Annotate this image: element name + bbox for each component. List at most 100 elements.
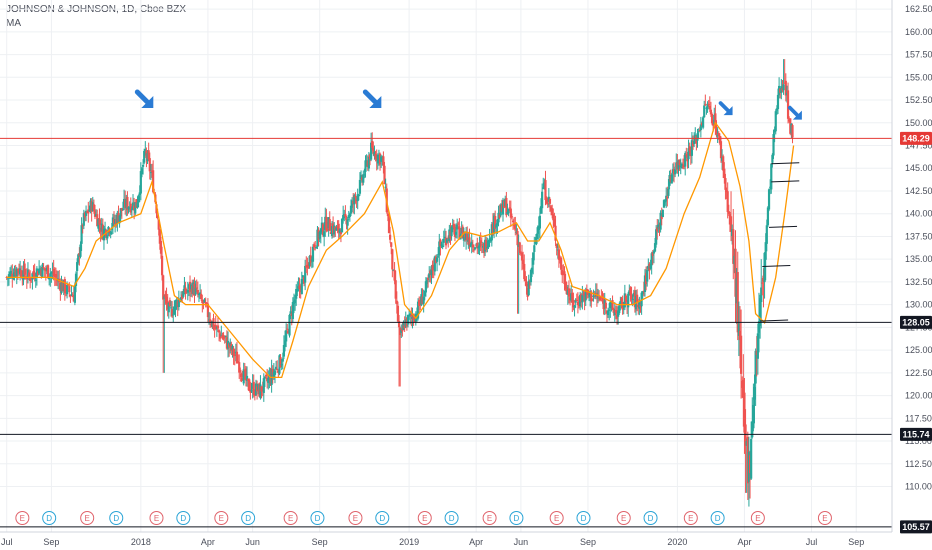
time-axis[interactable]: Jul Sep 2018 Apr Jun Sep 2019 Apr Jun Sep 2020 Apr J…: [0, 531, 892, 547]
candle-body: [785, 92, 789, 95]
candle-body: [220, 335, 223, 337]
candle-body: [109, 231, 112, 235]
down-arrow-icon: [134, 89, 154, 109]
earnings-event-marker[interactable]: E: [348, 511, 363, 525]
dividend-event-marker[interactable]: D: [42, 511, 57, 525]
earnings-event-marker[interactable]: E: [283, 511, 298, 525]
candle-body: [392, 269, 395, 271]
event-circle: [149, 511, 164, 525]
candle-body: [391, 249, 394, 270]
candle-body: [162, 275, 165, 300]
candle-body: [764, 242, 767, 260]
horizontal-levels[interactable]: [0, 137, 892, 528]
event-circle: [310, 511, 325, 525]
candle-body: [195, 287, 198, 289]
candle-body: [756, 333, 759, 359]
candle-body: [381, 156, 384, 159]
earnings-event-marker[interactable]: E: [417, 511, 432, 525]
candle-body: [111, 217, 114, 227]
candle-body: [701, 117, 705, 128]
candle-body: [708, 105, 711, 110]
earnings-event-marker[interactable]: E: [482, 511, 497, 525]
earnings-event-marker[interactable]: E: [683, 511, 698, 525]
dividend-event-marker[interactable]: D: [576, 511, 591, 525]
candle-body: [598, 297, 601, 299]
dividend-event-marker[interactable]: D: [310, 511, 325, 525]
earnings-event-marker[interactable]: E: [750, 511, 765, 525]
candle-body: [90, 201, 93, 212]
candle-body: [345, 219, 348, 225]
event-letter: E: [154, 514, 159, 523]
candle-body: [300, 278, 303, 295]
target-tick: [762, 264, 791, 267]
candle-body: [380, 156, 383, 162]
candle-body: [320, 222, 324, 231]
candle-body: [301, 275, 305, 278]
candle-body: [575, 300, 578, 302]
candle-body: [525, 281, 528, 287]
dividend-event-marker[interactable]: D: [509, 511, 524, 525]
candle-body: [490, 224, 493, 241]
earnings-event-marker[interactable]: E: [817, 511, 832, 525]
event-circle: [509, 511, 524, 525]
candle-body: [405, 317, 408, 327]
candle-body: [488, 238, 491, 241]
dividend-event-marker[interactable]: D: [109, 511, 124, 525]
earnings-event-marker[interactable]: E: [214, 511, 229, 525]
candle-body: [262, 378, 265, 393]
candle-body: [636, 294, 639, 303]
candle-body: [504, 198, 507, 207]
candle-body: [442, 238, 445, 243]
candle-body: [297, 286, 300, 289]
arrow-head: [141, 96, 154, 109]
earnings-event-marker[interactable]: E: [80, 511, 95, 525]
candle-body: [556, 249, 559, 251]
dividend-event-marker[interactable]: D: [176, 511, 191, 525]
event-letter: D: [449, 514, 455, 523]
candle-body: [526, 287, 529, 297]
candle-body: [20, 270, 23, 277]
candle-body: [564, 281, 567, 290]
dividend-event-marker[interactable]: D: [375, 511, 390, 525]
candle-body: [788, 119, 791, 122]
candle-body: [321, 224, 325, 236]
candle-body: [30, 278, 33, 280]
candle-body: [715, 128, 718, 134]
candle-body: [107, 226, 110, 233]
dividend-event-marker[interactable]: D: [710, 511, 725, 525]
candle-body: [757, 321, 761, 333]
earnings-event-marker[interactable]: E: [15, 511, 30, 525]
candle-body: [668, 175, 671, 186]
candle-body: [500, 203, 503, 212]
candle-body: [335, 227, 338, 231]
earnings-event-marker[interactable]: E: [149, 511, 164, 525]
earnings-event-marker[interactable]: E: [616, 511, 631, 525]
candle-body: [424, 281, 427, 293]
price-tick-label: 132.50: [905, 277, 932, 287]
candle-body: [101, 224, 104, 240]
candle-body: [83, 212, 87, 218]
candle-body: [70, 294, 73, 296]
price-badge-bg: [900, 131, 932, 145]
candle-body: [566, 290, 569, 295]
candle-body: [336, 226, 339, 228]
candle-body: [543, 182, 546, 189]
dividend-event-marker[interactable]: D: [241, 511, 256, 525]
price-axis[interactable]: 110.00 112.50 115.00 117.50 120.00 122.50 125.…: [891, 0, 932, 532]
time-tick-label: Jul: [1, 537, 13, 547]
candle-body: [722, 156, 725, 171]
candle-body: [236, 360, 240, 363]
candle-body: [779, 88, 782, 93]
candle-body: [693, 140, 696, 145]
dividend-event-marker[interactable]: D: [643, 511, 658, 525]
candle-body: [534, 242, 537, 244]
candle-body: [207, 319, 211, 321]
dividend-event-marker[interactable]: D: [444, 511, 459, 525]
earnings-event-marker[interactable]: E: [549, 511, 564, 525]
indicator-legend-ma[interactable]: MA: [6, 18, 21, 29]
candle-body: [741, 380, 744, 388]
candle-body: [143, 150, 146, 163]
candle-body: [630, 294, 633, 300]
